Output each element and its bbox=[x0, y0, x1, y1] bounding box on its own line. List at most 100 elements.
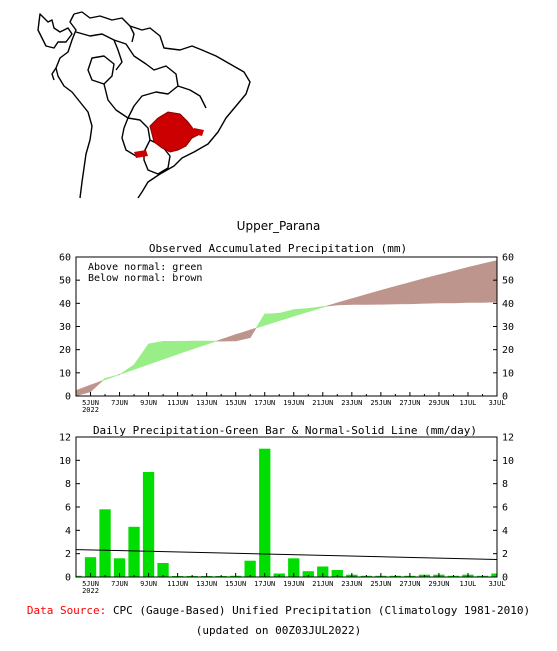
region-title: Upper_Parana bbox=[236, 219, 321, 233]
above-normal-area bbox=[322, 305, 327, 308]
x-tick-label: 29JUN bbox=[428, 399, 449, 407]
data-source-line: Data Source: CPC (Gauge-Based) Unified P… bbox=[0, 604, 557, 617]
daily-precip-bar bbox=[331, 570, 343, 577]
chart1-title: Observed Accumulated Precipitation (mm) bbox=[149, 242, 407, 255]
below-normal-area bbox=[351, 294, 367, 305]
x-tick-label: 23JUN bbox=[341, 399, 362, 407]
above-normal-area bbox=[264, 312, 280, 326]
updated-timestamp: (updated on 00Z03JUL2022) bbox=[195, 624, 362, 637]
y-tick-label-left: 10 bbox=[59, 368, 71, 379]
x-tick-label: 7JUN bbox=[111, 580, 128, 588]
x-tick-label: 21JUN bbox=[312, 580, 333, 588]
y-tick-label-right: 12 bbox=[502, 433, 514, 444]
y-tick-label-left: 8 bbox=[65, 479, 71, 490]
y-tick-label-right: 10 bbox=[502, 456, 514, 467]
x-tick-label: 1JUL bbox=[460, 399, 477, 407]
x-tick-label: 25JUN bbox=[370, 399, 391, 407]
below-normal-area bbox=[409, 278, 425, 305]
x-tick-label: 17JUN bbox=[254, 580, 275, 588]
daily-precip-bar bbox=[128, 526, 140, 577]
below-normal-area bbox=[75, 384, 91, 397]
above-normal-area bbox=[307, 306, 324, 313]
below-normal-area bbox=[467, 263, 483, 303]
daily-precip-bar bbox=[157, 563, 169, 577]
x-tick-label: 5JUN bbox=[82, 580, 99, 588]
y-tick-label-right: 60 bbox=[502, 253, 514, 264]
y-tick-label-right: 50 bbox=[502, 276, 514, 287]
chart1-legend-above: Above normal: green bbox=[88, 262, 202, 273]
normal-line bbox=[75, 549, 498, 560]
x-year-label: 2022 bbox=[82, 587, 99, 595]
below-normal-area bbox=[216, 339, 222, 342]
y-tick-label-right: 20 bbox=[502, 345, 514, 356]
below-normal-area bbox=[453, 267, 469, 304]
y-tick-label-right: 8 bbox=[502, 479, 508, 490]
x-tick-label: 25JUN bbox=[370, 580, 391, 588]
y-tick-label-left: 50 bbox=[59, 276, 71, 287]
y-tick-label-left: 40 bbox=[59, 299, 71, 310]
y-tick-label-left: 0 bbox=[65, 573, 71, 584]
y-tick-label-left: 6 bbox=[65, 503, 71, 514]
x-tick-label: 19JUN bbox=[283, 580, 304, 588]
y-tick-label-right: 0 bbox=[502, 573, 508, 584]
x-tick-label: 17JUN bbox=[254, 399, 275, 407]
below-normal-area bbox=[326, 302, 338, 307]
daily-precip-bar bbox=[302, 571, 314, 577]
above-normal-area bbox=[255, 312, 266, 329]
accumulated-precip-chart: Observed Accumulated Precipitation (mm) … bbox=[59, 242, 514, 414]
x-tick-label: 23JUN bbox=[341, 580, 362, 588]
x-tick-label: 11JUN bbox=[167, 399, 188, 407]
x-tick-label: 27JUN bbox=[399, 580, 420, 588]
y-tick-label-left: 2 bbox=[65, 549, 71, 560]
below-normal-area bbox=[249, 327, 257, 339]
below-normal-area bbox=[395, 282, 411, 305]
y-tick-label-right: 4 bbox=[502, 526, 508, 537]
below-normal-area bbox=[119, 373, 121, 376]
chart1-legend-below: Below normal: brown bbox=[88, 273, 202, 284]
x-tick-label: 21JUN bbox=[312, 399, 333, 407]
daily-precip-bar bbox=[244, 560, 256, 577]
y-tick-label-left: 4 bbox=[65, 526, 71, 537]
y-tick-label-left: 60 bbox=[59, 253, 71, 264]
below-normal-area bbox=[424, 274, 440, 304]
daily-precip-bar bbox=[99, 509, 111, 577]
x-tick-label: 27JUN bbox=[399, 399, 420, 407]
x-tick-label: 19JUN bbox=[283, 399, 304, 407]
daily-precip-bar bbox=[491, 573, 497, 577]
above-normal-area bbox=[177, 340, 193, 355]
x-tick-label: 13JUN bbox=[196, 399, 217, 407]
daily-precip-bar bbox=[259, 448, 271, 577]
above-normal-area bbox=[104, 374, 118, 381]
above-normal-area bbox=[162, 341, 178, 360]
y-tick-label-left: 20 bbox=[59, 345, 71, 356]
x-tick-label: 9JUN bbox=[140, 399, 157, 407]
x-tick-label: 3JUL bbox=[489, 399, 506, 407]
above-normal-area bbox=[206, 340, 217, 345]
chart2-title: Daily Precipitation-Green Bar & Normal-S… bbox=[93, 425, 477, 437]
below-normal-area bbox=[482, 260, 498, 303]
below-normal-area bbox=[336, 298, 353, 306]
daily-precip-bar bbox=[84, 557, 97, 577]
data-source-label: Data Source: bbox=[26, 604, 107, 617]
above-normal-area bbox=[102, 377, 106, 381]
x-tick-label: 5JUN bbox=[82, 399, 99, 407]
y-tick-label-right: 30 bbox=[502, 322, 514, 333]
x-tick-label: 11JUN bbox=[167, 580, 188, 588]
y-tick-label-left: 30 bbox=[59, 322, 71, 333]
above-normal-area bbox=[278, 309, 295, 322]
y-tick-label-right: 10 bbox=[502, 368, 514, 379]
daily-precip-bar bbox=[142, 472, 155, 577]
y-tick-label-left: 12 bbox=[59, 433, 71, 444]
x-tick-label: 9JUN bbox=[140, 580, 157, 588]
below-normal-area bbox=[90, 380, 103, 393]
above-normal-area bbox=[148, 340, 164, 365]
x-tick-label: 15JUN bbox=[225, 399, 246, 407]
above-normal-area bbox=[133, 342, 149, 370]
x-tick-label: 15JUN bbox=[225, 580, 246, 588]
daily-precip-bar bbox=[317, 566, 329, 577]
data-source-text: CPC (Gauge-Based) Unified Precipitation … bbox=[112, 604, 531, 617]
x-tick-label: 29JUN bbox=[428, 580, 449, 588]
daily-precip-bar bbox=[76, 575, 82, 577]
above-normal-area bbox=[120, 364, 135, 375]
daily-precip-bar bbox=[113, 558, 126, 577]
